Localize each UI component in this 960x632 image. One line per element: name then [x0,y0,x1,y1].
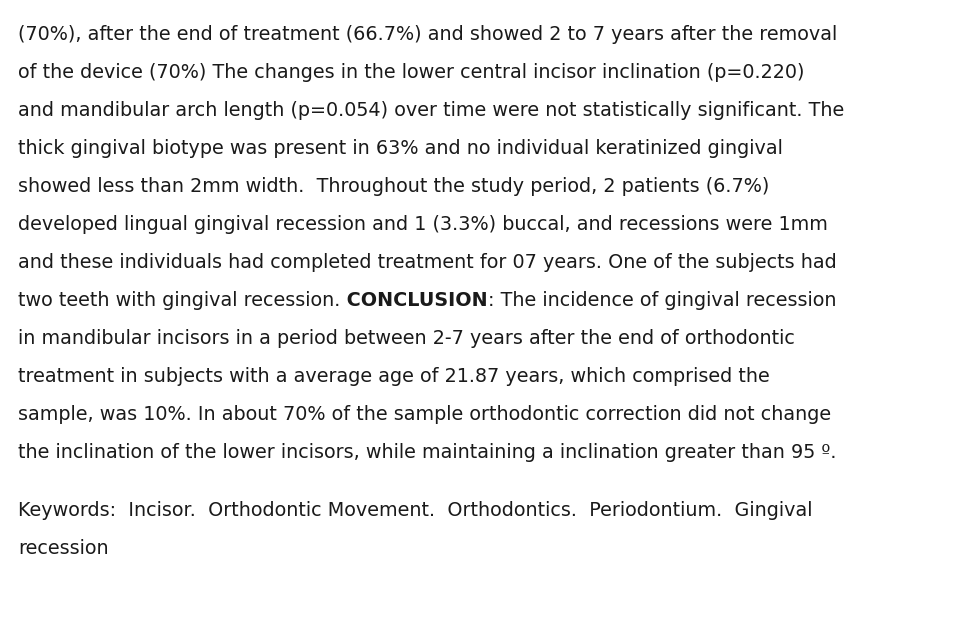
Text: the inclination of the lower incisors, while maintaining a inclination greater t: the inclination of the lower incisors, w… [18,443,836,462]
Text: in mandibular incisors in a period between 2-7 years after the end of orthodonti: in mandibular incisors in a period betwe… [18,329,795,348]
Text: : The incidence of gingival recession: : The incidence of gingival recession [488,291,836,310]
Text: sample, was 10%. In about 70% of the sample orthodontic correction did not chang: sample, was 10%. In about 70% of the sam… [18,405,831,424]
Text: showed less than 2mm width.  Throughout the study period, 2 patients (6.7%): showed less than 2mm width. Throughout t… [18,178,769,197]
Text: treatment in subjects with a average age of 21.87 years, which comprised the: treatment in subjects with a average age… [18,367,770,386]
Text: CONCLUSION: CONCLUSION [341,291,488,310]
Text: and mandibular arch length (p=0.054) over time were not statistically significan: and mandibular arch length (p=0.054) ove… [18,101,844,120]
Text: thick gingival biotype was present in 63% and no individual keratinized gingival: thick gingival biotype was present in 63… [18,139,782,158]
Text: recession: recession [18,539,108,558]
Text: two teeth with gingival recession.: two teeth with gingival recession. [18,291,341,310]
Text: Keywords:  Incisor.  Orthodontic Movement.  Orthodontics.  Periodontium.  Gingiv: Keywords: Incisor. Orthodontic Movement.… [18,501,812,520]
Text: and these individuals had completed treatment for 07 years. One of the subjects : and these individuals had completed trea… [18,253,837,272]
Text: developed lingual gingival recession and 1 (3.3%) buccal, and recessions were 1m: developed lingual gingival recession and… [18,216,828,234]
Text: of the device (70%) The changes in the lower central incisor inclination (p=0.22: of the device (70%) The changes in the l… [18,63,804,82]
Text: (70%), after the end of treatment (66.7%) and showed 2 to 7 years after the remo: (70%), after the end of treatment (66.7%… [18,25,837,44]
